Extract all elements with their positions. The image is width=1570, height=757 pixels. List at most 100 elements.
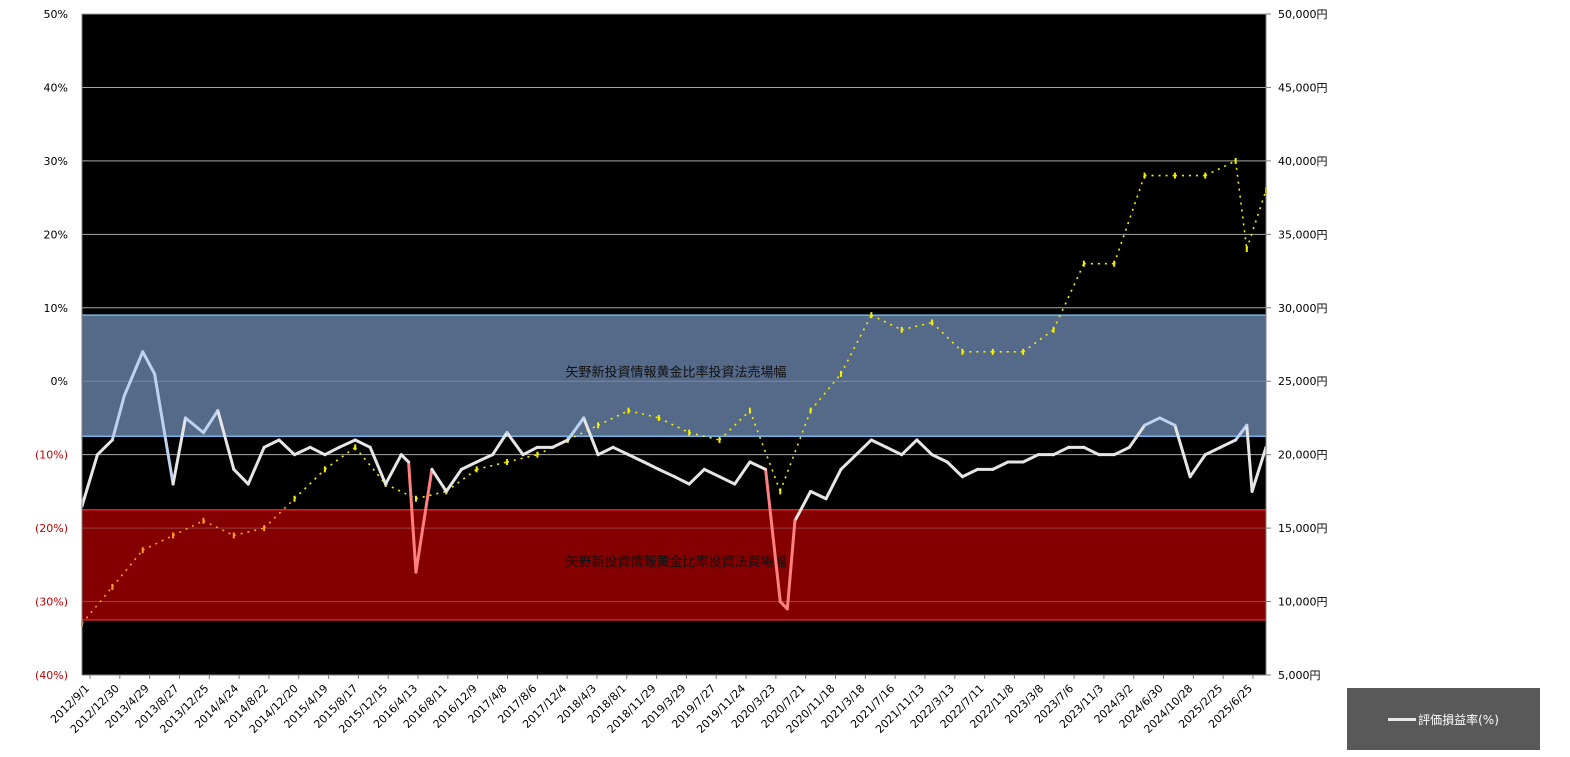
return-segment [566,416,586,442]
return-point [702,467,706,471]
return-segment [337,438,357,449]
band-label: 矢野新投資情報黄金比率投資法買場幅 [565,554,786,570]
return-point [642,460,646,464]
return-point [1203,453,1207,457]
return-segment [885,445,904,457]
price-segment [142,534,174,551]
return-segment [582,416,600,457]
return-point [854,453,858,457]
price-segment [597,409,629,427]
return-segment [110,394,126,442]
y-left-tick-label: 0% [51,375,68,388]
return-point [885,445,888,449]
price-segment [415,490,447,500]
return-segment [399,453,411,464]
return-segment [809,489,828,501]
return-point [96,453,99,457]
return-point [323,453,327,457]
return-segment [459,460,479,471]
return-segment [277,438,297,457]
return-segment [201,409,220,435]
return-segment [505,431,525,457]
y-left-tick-label: 30% [44,155,68,168]
return-point [216,409,220,412]
return-point [110,438,114,442]
return-segment [1218,438,1238,449]
return-segment [785,519,797,611]
price-segment [870,314,903,331]
return-segment [308,445,327,457]
return-point [521,453,525,457]
return-segment [1021,453,1040,464]
return-point [460,467,463,471]
return-segment [869,438,889,449]
price-segment [81,586,113,625]
return-segment [900,438,919,457]
return-point [961,475,964,479]
return-point [1234,438,1238,442]
return-point [976,467,979,471]
price-segment [506,453,538,463]
return-segment [1188,453,1207,479]
return-point [1036,453,1040,457]
return-segment [945,460,964,479]
return-point [1112,453,1116,457]
return-point [184,416,187,420]
return-point [869,438,873,442]
return-point [232,467,236,471]
return-segment [353,438,372,449]
return-segment [748,460,768,471]
return-segment [764,467,782,604]
return-point [566,438,570,442]
return-segment [1173,423,1192,479]
return-segment [444,467,463,493]
return-point [764,467,767,471]
return-point [1158,416,1162,420]
return-segment [718,475,737,486]
return-point [407,460,411,464]
return-point [824,497,828,501]
price-segment [1234,160,1248,250]
return-point [748,460,752,464]
return-segment [262,438,281,449]
y-axis-right: 50,000円 45,000円 40,000円 35,000円 30,000円 25,00… [1265,8,1328,682]
band-label: 矢野新投資情報黄金比率投資法売場幅 [565,365,786,381]
return-segment [141,350,157,376]
return-point [1082,445,1086,449]
return-point [1143,423,1146,427]
return-segment [232,467,250,486]
return-segment [323,445,341,457]
return-point [1250,489,1254,493]
return-segment [1127,423,1147,449]
return-point [171,482,175,486]
return-point [293,453,296,457]
return-point [414,570,418,574]
return-segment [687,467,706,486]
return-segment [915,438,934,457]
return-point [1127,445,1131,449]
price-segment [779,410,812,492]
y-right-tick-label: 45,000円 [1278,81,1328,94]
return-segment [930,453,949,464]
return-point [793,519,797,523]
band-sell [82,315,1266,437]
y-right-tick-label: 5,000円 [1278,669,1321,682]
return-segment [153,372,175,486]
return-point [582,416,586,420]
return-segment [991,460,1010,471]
price-segment [476,461,508,471]
return-point [368,445,372,449]
y-right-tick-label: 15,000円 [1278,522,1328,535]
return-point [1245,423,1249,427]
y-right-tick-label: 30,000円 [1278,302,1328,315]
return-segment [1234,423,1249,442]
return-point [930,453,934,457]
return-segment [824,467,843,501]
return-point [491,453,495,457]
return-segment [551,438,570,449]
return-segment [1143,416,1162,427]
price-segment [809,373,842,412]
return-segment [854,438,873,457]
return-point [785,607,789,611]
return-segment [80,453,99,508]
